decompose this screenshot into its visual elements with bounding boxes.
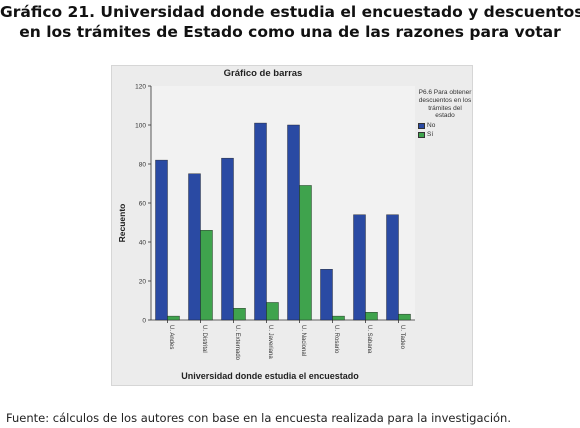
legend-swatch-no <box>418 122 425 129</box>
bar-si-5 <box>299 185 312 321</box>
bar-no-4 <box>254 122 267 321</box>
y-tick-label: 0 <box>142 317 146 324</box>
y-tick-label: 80 <box>139 161 147 168</box>
x-tick-label: U. Externado <box>234 325 240 361</box>
legend-item-no: No <box>418 122 472 129</box>
legend-swatch-si <box>418 131 425 138</box>
y-tick-label: 60 <box>139 200 147 207</box>
page-title-line-1: Gráfico 21. Universidad donde estudia el… <box>0 3 580 21</box>
bar-no-6 <box>320 269 333 321</box>
x-axis-title: Universidad donde estudia el encuestado <box>181 371 359 381</box>
y-axis-title: Recuento <box>117 203 127 243</box>
x-tick-label: U. Javeriana <box>267 325 273 359</box>
x-tick-label: U. Distrital <box>201 325 207 353</box>
legend-label-no: No <box>427 122 436 130</box>
y-tick-label: 40 <box>139 239 147 246</box>
x-tick-label: U. Tadeo <box>399 325 405 350</box>
x-tick-label: U. Nacional <box>300 325 306 356</box>
y-tick-label: 20 <box>139 278 147 285</box>
bar-si-3 <box>233 308 246 321</box>
bar-no-8 <box>386 214 399 321</box>
bar-si-1 <box>167 315 180 321</box>
chart-legend: P6.6 Para obtener descuentos en los trám… <box>418 89 472 138</box>
legend-item-si: Sí <box>418 131 472 138</box>
legend-title: P6.6 Para obtener descuentos en los trám… <box>418 89 472 120</box>
bar-si-4 <box>266 302 279 321</box>
bar-no-7 <box>353 214 366 321</box>
bar-no-1 <box>155 159 168 321</box>
x-tick-label: U. Sabana <box>366 325 372 354</box>
bar-si-2 <box>200 230 213 321</box>
x-tick-label: U. Andes <box>168 325 174 349</box>
bar-si-8 <box>398 313 411 321</box>
source-note: Fuente: cálculos de los autores con base… <box>6 411 511 425</box>
page-title-line-2: en los trámites de Estado como una de la… <box>19 23 561 41</box>
y-tick-label: 100 <box>135 122 146 129</box>
bar-si-7 <box>365 312 378 321</box>
bar-si-6 <box>332 315 345 321</box>
bar-no-5 <box>287 124 300 321</box>
page-title: Gráfico 21. Universidad donde estudia el… <box>0 2 580 42</box>
bar-no-2 <box>188 173 201 321</box>
x-tick-label: U. Rosario <box>333 325 339 354</box>
legend-label-si: Sí <box>427 131 434 139</box>
bar-no-3 <box>221 157 234 321</box>
y-tick-label: 120 <box>135 83 146 90</box>
chart-title: Gráfico de barras <box>223 68 303 79</box>
